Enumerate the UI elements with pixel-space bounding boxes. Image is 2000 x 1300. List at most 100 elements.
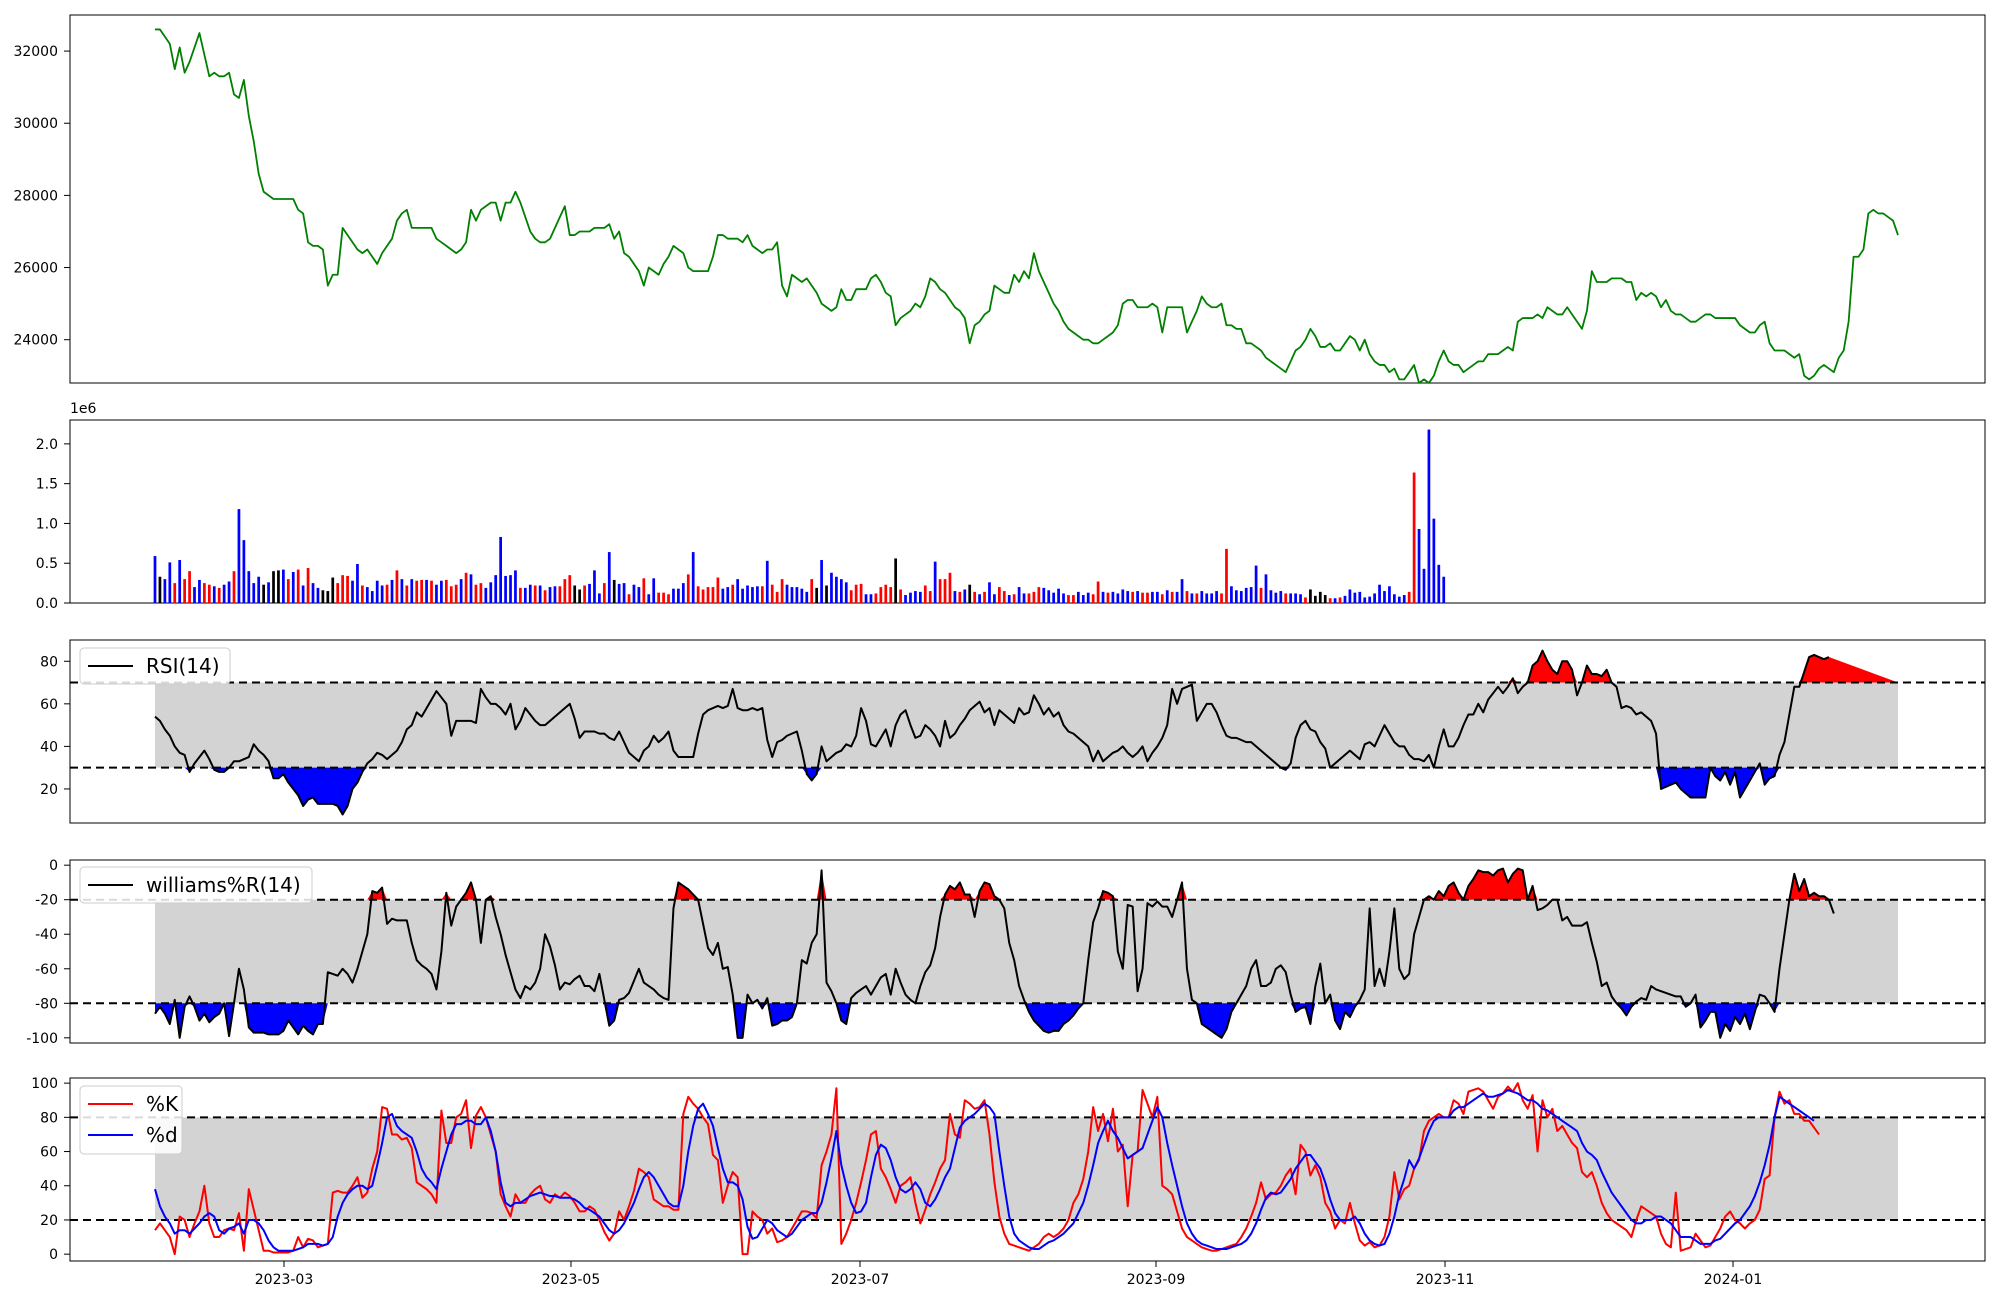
volume-bar (1195, 593, 1199, 603)
x-tick-label: 2023-03 (255, 1272, 314, 1288)
volume-bar (1106, 592, 1110, 603)
volume-bar (1432, 518, 1436, 603)
volume-bar (430, 580, 433, 603)
volume-bar (612, 579, 616, 603)
volume-bar (538, 585, 542, 603)
volume-bar (701, 589, 705, 603)
volume-bar (1042, 587, 1046, 603)
volume-bar (1309, 589, 1312, 603)
volume-bar (923, 585, 927, 603)
williams-ytick-label: -80 (35, 996, 58, 1012)
volume-bar (1136, 591, 1139, 603)
volume-bar (1190, 593, 1194, 603)
volume-bar (341, 575, 344, 603)
volume-bar (677, 588, 680, 603)
stochastic-panel: 0 20 40 60 80 100 %K %d (31, 1076, 1986, 1263)
volume-bar (1304, 597, 1307, 603)
volume-bar (726, 587, 730, 603)
rsi-legend: RSI(14) (79, 647, 231, 685)
volume-bar (751, 587, 754, 603)
rsi-oversold-fill (155, 767, 1898, 815)
volume-bar (1417, 529, 1421, 603)
volume-bar (825, 585, 828, 603)
stochastic-ytick-label: 20 (40, 1213, 58, 1229)
volume-ytick-label: 0.5 (36, 556, 58, 572)
volume-bar (301, 585, 305, 603)
volume-bar (1318, 591, 1322, 603)
williams-oversold-fill (155, 1003, 1898, 1038)
volume-bar (1160, 594, 1164, 603)
volume-bar (286, 579, 290, 603)
volume-bar (1225, 548, 1228, 603)
volume-bar (770, 584, 774, 603)
volume-bar (306, 567, 310, 603)
volume-bar (602, 583, 606, 603)
volume-bar (1151, 591, 1154, 603)
volume-bar (889, 587, 893, 603)
volume-bar (1274, 592, 1278, 603)
volume-bar (1146, 592, 1149, 603)
volume-bar (632, 584, 636, 603)
williams-line (154, 867, 1835, 1039)
volume-bar (1427, 429, 1431, 603)
volume-bar (1393, 594, 1396, 603)
volume-bar (464, 572, 468, 603)
volume-bar (198, 579, 201, 603)
volume-bar (435, 584, 438, 603)
x-tick-label: 2024-01 (1704, 1272, 1763, 1288)
volume-bar (716, 577, 720, 603)
volume-bar (494, 575, 498, 603)
volume-bar (168, 562, 172, 603)
volume-bar (968, 584, 972, 603)
volume-ytick-label: 2.0 (36, 437, 58, 453)
volume-bar (257, 576, 261, 603)
volume-bar (637, 587, 641, 603)
volume-bar (1141, 592, 1144, 603)
volume-bar (909, 592, 912, 603)
price-line (155, 28, 1899, 384)
price-ytick-label: 32000 (13, 44, 58, 60)
volume-bar (1368, 596, 1372, 603)
volume-bar (874, 593, 878, 603)
volume-bar (385, 584, 389, 603)
volume-bar (272, 571, 275, 603)
volume-bar (662, 592, 665, 603)
volume-bar (227, 581, 231, 603)
volume-bar (222, 584, 226, 603)
volume-bar (839, 579, 843, 603)
x-tick-label: 2023-07 (831, 1272, 890, 1288)
volume-bar (1121, 589, 1125, 603)
volume-offset-text: 1e6 (70, 401, 97, 417)
volume-bar (1076, 591, 1080, 603)
volume-bar (1299, 594, 1302, 603)
volume-bar (1230, 586, 1233, 603)
volume-bar (1284, 593, 1288, 603)
volume-bar (988, 582, 991, 603)
volume-bar (780, 579, 784, 603)
volume-bar (1328, 598, 1332, 603)
volume-axes-frame (69, 419, 1986, 604)
volume-bar (558, 586, 562, 603)
volume-bar (232, 571, 236, 603)
williams-ytick-label: -100 (26, 1031, 58, 1047)
volume-bar (943, 579, 947, 603)
volume-bar (820, 560, 823, 603)
volume-bar (405, 585, 409, 603)
volume-bar (400, 579, 404, 603)
volume-bar (370, 591, 374, 603)
volume-bar (844, 582, 848, 603)
volume-bar (854, 584, 858, 603)
volume-bar (1407, 591, 1411, 603)
volume-bar (543, 590, 547, 603)
volume-bar (731, 584, 735, 603)
volume-bar (356, 564, 359, 603)
volume-bar (1067, 595, 1070, 603)
volume-bar (859, 583, 863, 603)
volume-bar (775, 591, 779, 603)
volume-bar (948, 572, 952, 603)
volume-bar (365, 587, 369, 603)
price-ytick-label: 24000 (13, 333, 58, 349)
volume-bar (765, 560, 769, 603)
volume-bar (1215, 591, 1218, 603)
volume-bar (1373, 593, 1376, 603)
